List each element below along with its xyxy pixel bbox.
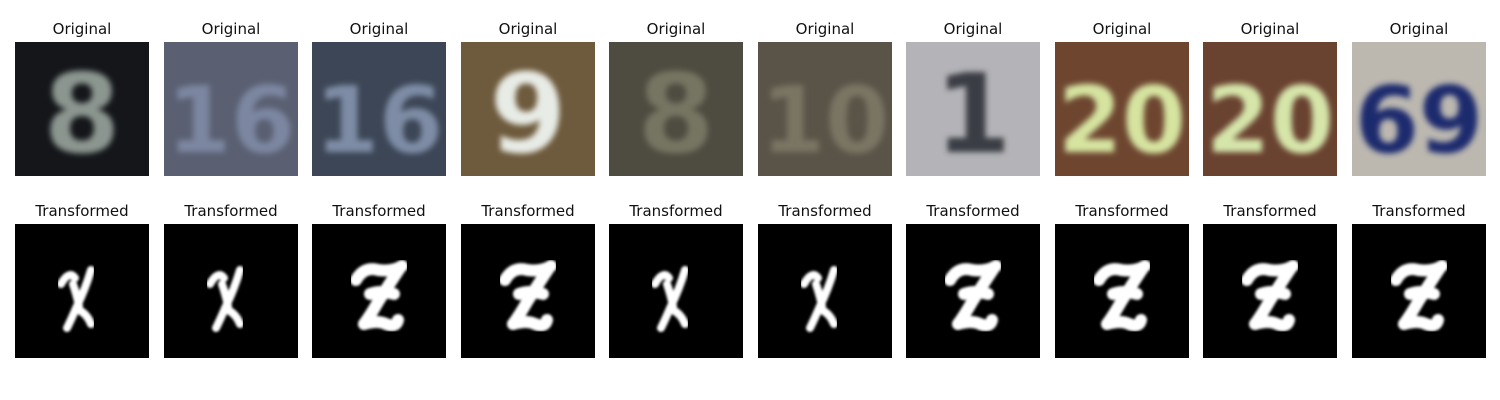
transformed-glyph <box>57 266 95 332</box>
transformed-title: Transformed <box>1075 202 1169 220</box>
original-title: Original <box>1240 20 1300 38</box>
original-digit: 16 <box>167 67 295 174</box>
transformed-glyph <box>206 266 244 332</box>
transformed-glyph <box>350 260 408 332</box>
transformed-title: Transformed <box>481 202 575 220</box>
original-title: Original <box>52 20 112 38</box>
original-title: Original <box>795 20 855 38</box>
original-image: 20 <box>1203 42 1337 176</box>
original-digit: 9 <box>490 50 567 176</box>
original-image: 69 <box>1352 42 1486 176</box>
transformed-title: Transformed <box>1372 202 1466 220</box>
original-title: Original <box>498 20 558 38</box>
original-digit: 20 <box>1206 67 1334 174</box>
original-image: 9 <box>461 42 595 176</box>
original-title: Original <box>201 20 261 38</box>
original-image: 16 <box>312 42 446 176</box>
original-image: 8 <box>609 42 743 176</box>
original-image: 10 <box>758 42 892 176</box>
transformed-title: Transformed <box>184 202 278 220</box>
original-digit: 20 <box>1058 67 1186 174</box>
original-image: 8 <box>15 42 149 176</box>
transformed-glyph <box>1390 260 1448 332</box>
transformed-title: Transformed <box>1223 202 1317 220</box>
transformed-title: Transformed <box>332 202 426 220</box>
transformed-image <box>1203 224 1337 358</box>
transformed-image <box>461 224 595 358</box>
transformed-image <box>15 224 149 358</box>
original-title: Original <box>349 20 409 38</box>
transformed-glyph <box>1093 260 1151 332</box>
original-title: Original <box>646 20 706 38</box>
transformed-image <box>1055 224 1189 358</box>
transformed-glyph <box>944 260 1002 332</box>
original-digit: 69 <box>1355 67 1483 174</box>
transformed-title: Transformed <box>35 202 129 220</box>
original-digit: 8 <box>638 50 715 176</box>
original-title: Original <box>943 20 1003 38</box>
transformed-title: Transformed <box>778 202 872 220</box>
transformed-glyph <box>800 266 838 332</box>
transformed-glyph <box>651 266 689 332</box>
original-image: 16 <box>164 42 298 176</box>
original-digit: 1 <box>935 50 1012 176</box>
original-digit: 8 <box>44 50 121 176</box>
transformed-glyph <box>1241 260 1299 332</box>
transformed-image <box>164 224 298 358</box>
transformed-image <box>1352 224 1486 358</box>
transformed-title: Transformed <box>926 202 1020 220</box>
original-image: 1 <box>906 42 1040 176</box>
transformed-image <box>609 224 743 358</box>
transformed-image <box>758 224 892 358</box>
transformed-title: Transformed <box>629 202 723 220</box>
original-title: Original <box>1389 20 1449 38</box>
original-title: Original <box>1092 20 1152 38</box>
original-digit: 10 <box>761 67 889 174</box>
transformed-glyph <box>499 260 557 332</box>
original-digit: 16 <box>315 67 443 174</box>
transformed-image <box>312 224 446 358</box>
transformed-image <box>906 224 1040 358</box>
original-image: 20 <box>1055 42 1189 176</box>
